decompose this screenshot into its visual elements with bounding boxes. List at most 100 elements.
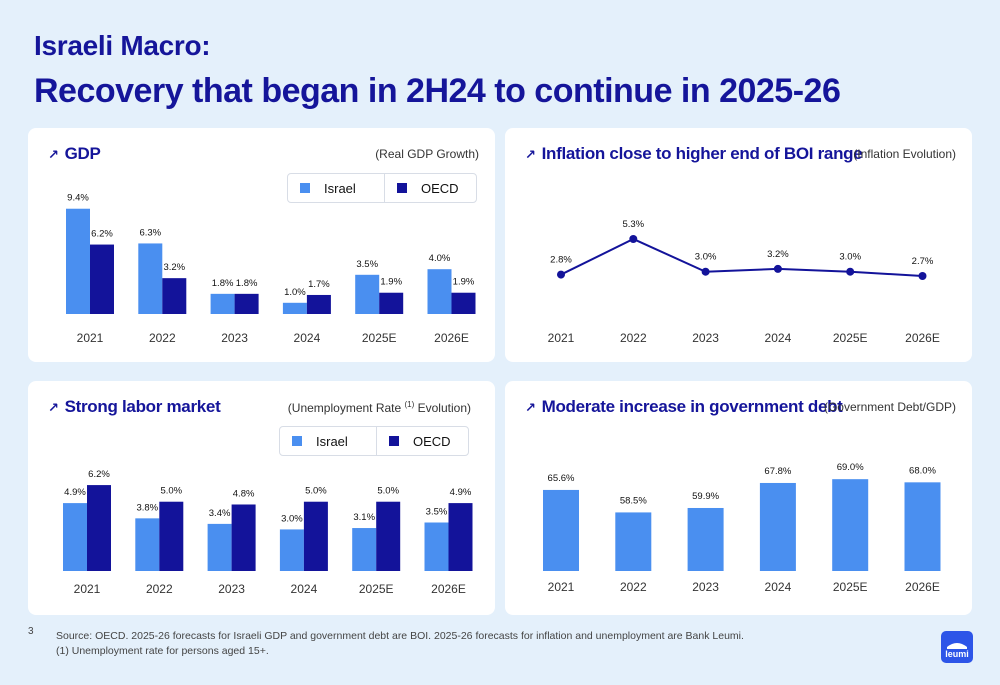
data-label: 59.9% [692,491,719,502]
debt-chart: 65.6% 2021 58.5% 2022 59.9% 2023 67.8% 2024 69.0… [543,462,941,594]
debt-panel-title: ↗ Moderate increase in government debt [525,397,843,416]
data-label: 4.9% [64,487,86,498]
labor-panel-title: ↗ Strong labor market [48,397,221,416]
bar-debt-2023 [687,507,724,571]
data-label: 5.0% [160,486,182,497]
bar-oecd-2023 [234,293,259,314]
data-label: 3.1% [353,512,375,523]
labor-chart: 4.9%6.2%20213.8%5.0%20223.4%4.8%20233.0%… [63,469,473,596]
bar-debt-2024 [759,482,796,571]
page-title: Israeli Macro: [34,30,211,61]
x-tick-label: 2021 [74,582,101,596]
data-label: 6.3% [139,227,161,238]
bar-israel-2024 [279,529,304,571]
x-tick-label: 2022 [149,331,176,345]
data-label: 3.5% [356,259,378,270]
bar-israel-2022 [138,243,163,314]
x-tick-label: 2024 [294,331,321,345]
bar-israel-2021 [63,503,87,571]
source-note: Source: OECD. 2025-26 forecasts for Isra… [56,630,744,642]
x-tick-label: 2022 [146,582,173,596]
x-tick-label: 2023 [221,331,248,345]
legend-swatch-oecd [397,183,407,193]
data-label: 3.8% [136,502,158,513]
leumi-logo: leumi [941,631,973,663]
arrow-icon: ↗ [48,147,59,162]
inflation-point-2026E [918,272,927,280]
bar-israel-2022 [135,518,160,571]
data-label: 69.0% [837,462,864,473]
bar-oecd-2022 [162,278,187,314]
x-tick-label: 2021 [77,331,104,345]
x-tick-label: 2025E [833,580,868,594]
inflation-point-2023 [701,267,710,276]
bar-debt-2026E [904,482,941,571]
data-label: 5.0% [377,486,399,497]
bar-oecd-2025E [379,292,404,314]
gdp-legend: Israel OECD [287,173,477,203]
inflation-panel-title: ↗ Inflation close to higher end of BOI ra… [525,144,863,163]
legend-swatch-oecd [389,436,399,446]
bar-israel-2023 [210,293,235,314]
gdp-chart: 9.4% 6.2% 2021 6.3% 3.2% 2022 1.8% 1.8% 2023 1.0%… [66,193,476,345]
x-tick-label: 2023 [692,331,719,345]
bar-debt-2021 [543,489,579,571]
data-label: 6.2% [88,469,110,480]
data-label: 3.2% [767,249,789,260]
data-label: 4.8% [233,488,255,499]
bar-israel-2023 [207,523,232,571]
x-tick-label: 2023 [218,582,245,596]
data-label: 5.0% [305,486,327,497]
x-tick-label: 2025E [833,331,868,345]
bar-israel-2025E [355,274,380,314]
data-label: 6.2% [91,229,113,240]
arrow-icon: ↗ [525,400,536,415]
bar-israel-2026E [424,522,449,571]
inflation-point-2025E [846,267,855,276]
x-tick-label: 2026E [905,331,940,345]
bar-oecd-2021 [87,485,111,571]
labor-legend: Israel OECD [279,426,469,456]
bar-oecd-2025E [376,501,401,571]
legend-item-oecd: OECD [376,427,468,455]
x-tick-label: 2025E [362,331,397,345]
data-label: 65.6% [548,473,575,484]
data-label: 4.0% [429,253,451,264]
bar-oecd-2021 [90,244,114,314]
data-label: 1.0% [284,287,306,298]
data-label: 58.5% [620,495,647,506]
bar-oecd-2023 [231,504,256,571]
data-label: 3.0% [281,513,303,524]
x-tick-label: 2026E [434,331,469,345]
data-label: 1.9% [453,277,475,288]
inflation-point-2021 [557,270,565,279]
legend-swatch-israel [292,436,302,446]
data-label: 3.5% [426,507,448,518]
data-label: 3.4% [209,508,231,519]
bar-oecd-2022 [159,501,184,571]
bar-debt-2025E [832,479,869,571]
footer-notes: Source: OECD. 2025-26 forecasts for Isra… [56,629,744,659]
data-label: 9.4% [67,193,89,204]
data-label: 67.8% [764,466,791,477]
bar-israel-2025E [352,528,377,571]
x-tick-label: 2022 [620,580,647,594]
data-label: 5.3% [622,219,644,230]
data-label: 1.7% [308,279,330,290]
logo-mark-icon [947,643,967,649]
data-label: 3.0% [695,252,717,263]
legend-item-israel: Israel [280,427,376,455]
inflation-point-2022 [629,235,638,243]
bar-oecd-2024 [306,294,331,314]
bar-oecd-2026E [448,503,473,571]
bar-oecd-2026E [451,292,476,314]
page-subtitle: Recovery that began in 2H24 to continue … [34,72,841,110]
data-label: 2.8% [550,255,572,266]
x-tick-label: 2026E [431,582,466,596]
logo-text: leumi [945,649,969,659]
gdp-panel-title: ↗ GDP [48,144,101,163]
data-label: 4.9% [450,487,472,498]
bar-debt-2022 [615,512,652,571]
data-label: 1.8% [236,278,258,289]
arrow-icon: ↗ [48,400,59,415]
